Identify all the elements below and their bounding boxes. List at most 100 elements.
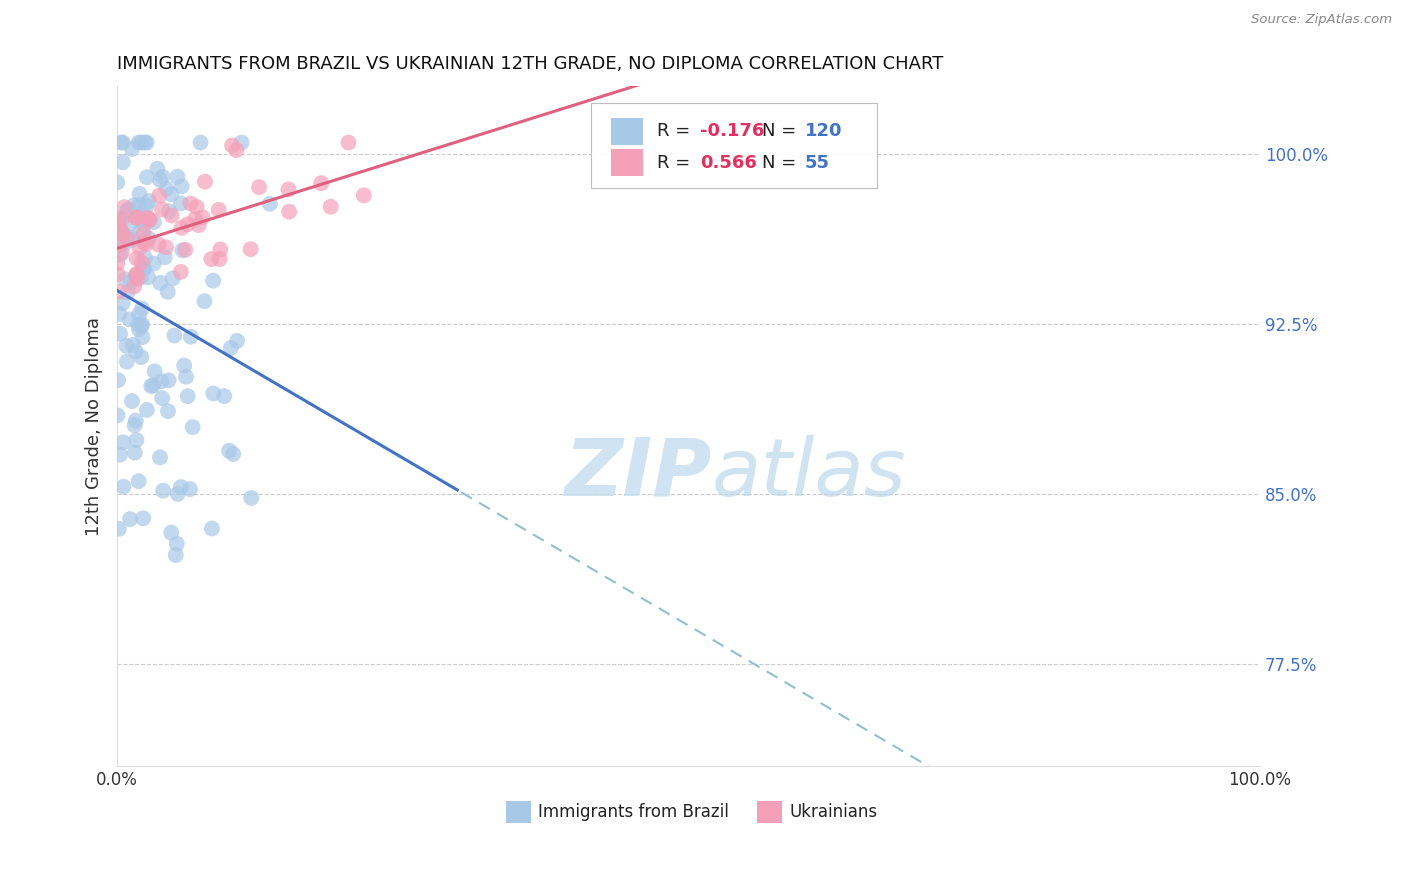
Point <box>125 344 148 359</box>
Point <box>129 225 152 239</box>
Point <box>202 386 225 401</box>
Point <box>181 420 204 434</box>
Point <box>105 175 128 189</box>
Point <box>111 212 134 227</box>
Text: 55: 55 <box>806 153 830 171</box>
Point <box>132 262 155 277</box>
Text: atlas: atlas <box>711 434 905 513</box>
Point <box>128 186 150 201</box>
Point <box>148 188 170 202</box>
Point <box>201 522 224 536</box>
Point <box>117 285 139 299</box>
Point <box>186 200 208 214</box>
Point <box>176 217 198 231</box>
Point <box>120 275 142 289</box>
Point <box>107 409 129 423</box>
Point <box>108 326 131 341</box>
Point <box>170 179 193 194</box>
Point <box>155 240 177 254</box>
Point <box>128 136 150 150</box>
Point <box>115 339 138 353</box>
Point <box>353 188 375 202</box>
Point <box>125 268 148 282</box>
Point <box>142 378 165 392</box>
Point <box>124 418 146 433</box>
Point <box>135 403 157 417</box>
Point <box>193 294 215 309</box>
Point <box>259 197 281 211</box>
Point <box>122 279 145 293</box>
Point <box>136 211 159 225</box>
Point <box>111 245 134 260</box>
Point <box>112 200 135 214</box>
Point <box>122 198 145 212</box>
Point <box>121 233 143 247</box>
Point <box>149 173 172 187</box>
Point <box>122 338 145 352</box>
Point <box>124 270 146 285</box>
Point <box>131 301 153 316</box>
Point <box>209 243 232 257</box>
Point <box>278 204 301 219</box>
Point <box>160 187 183 202</box>
Point <box>121 231 143 245</box>
Point <box>111 296 134 310</box>
Point <box>194 175 217 189</box>
Point <box>149 450 172 465</box>
Point <box>337 136 360 150</box>
Point <box>132 208 155 222</box>
Point <box>127 211 149 225</box>
Point <box>125 252 148 266</box>
Bar <box>506 801 531 823</box>
Point <box>134 136 156 150</box>
Point <box>120 512 142 526</box>
Point <box>166 169 188 184</box>
Point <box>108 238 131 252</box>
Point <box>128 475 150 489</box>
Point <box>132 227 155 241</box>
Point <box>111 227 134 241</box>
Point <box>319 200 342 214</box>
Point <box>125 433 148 447</box>
Point <box>157 204 180 219</box>
Point <box>108 448 131 462</box>
Point <box>131 212 153 227</box>
Bar <box>610 149 643 177</box>
Point <box>128 322 150 336</box>
Point <box>135 170 157 185</box>
Point <box>107 268 129 282</box>
Point <box>149 276 172 290</box>
Point <box>111 155 134 169</box>
Point <box>191 211 214 225</box>
Point <box>110 222 132 236</box>
Point <box>170 196 193 211</box>
Text: 0.566: 0.566 <box>700 153 756 171</box>
Point <box>121 394 143 409</box>
Point <box>135 199 157 213</box>
Point <box>187 218 209 232</box>
Point <box>120 216 142 230</box>
Text: Ukrainians: Ukrainians <box>789 803 877 821</box>
Point <box>112 435 135 450</box>
Point <box>107 373 129 387</box>
Point <box>208 202 231 217</box>
Point <box>179 196 201 211</box>
Point <box>212 389 235 403</box>
Text: R =: R = <box>657 153 696 171</box>
Bar <box>610 118 643 145</box>
Point <box>156 404 179 418</box>
Point <box>240 491 263 505</box>
Point <box>222 447 245 461</box>
Point <box>221 138 243 153</box>
Point <box>132 235 155 250</box>
Point <box>128 318 150 332</box>
Point <box>108 522 131 536</box>
Point <box>166 487 188 501</box>
Point <box>138 213 160 227</box>
Point <box>110 136 132 150</box>
Text: 120: 120 <box>806 122 842 140</box>
Point <box>142 256 165 270</box>
Point <box>128 198 150 212</box>
Point <box>121 142 143 156</box>
Point <box>112 236 135 251</box>
